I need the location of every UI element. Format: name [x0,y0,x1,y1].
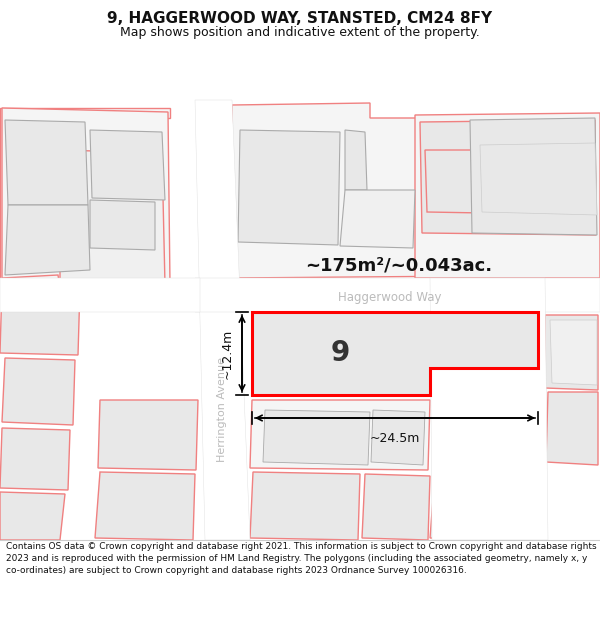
Polygon shape [5,205,90,275]
Polygon shape [345,130,367,190]
Text: Map shows position and indicative extent of the property.: Map shows position and indicative extent… [120,26,480,39]
Text: ~24.5m: ~24.5m [370,432,420,445]
Text: ~12.4m: ~12.4m [221,328,234,379]
Text: Herrington Avenue: Herrington Avenue [217,357,227,462]
Polygon shape [232,103,600,278]
Text: Haggerwood Way: Haggerwood Way [338,291,442,304]
Polygon shape [425,150,596,215]
Polygon shape [0,428,70,490]
Polygon shape [263,410,370,465]
Polygon shape [195,278,600,312]
Text: Contains OS data © Crown copyright and database right 2021. This information is : Contains OS data © Crown copyright and d… [6,542,596,575]
Text: 9, HAGGERWOOD WAY, STANSTED, CM24 8FY: 9, HAGGERWOOD WAY, STANSTED, CM24 8FY [107,11,493,26]
Polygon shape [438,410,540,465]
Polygon shape [430,472,545,540]
Polygon shape [95,472,195,540]
Polygon shape [430,278,548,540]
Polygon shape [0,285,80,355]
Polygon shape [0,278,200,312]
Polygon shape [362,474,430,540]
Polygon shape [0,492,65,540]
Polygon shape [60,150,165,287]
Polygon shape [238,130,340,245]
Polygon shape [433,400,545,470]
Polygon shape [546,392,598,465]
Text: ~175m²/~0.043ac.: ~175m²/~0.043ac. [305,256,492,274]
Polygon shape [371,410,425,465]
Polygon shape [2,358,75,425]
Polygon shape [550,320,597,385]
Polygon shape [470,118,597,235]
Polygon shape [195,100,250,540]
Polygon shape [415,113,600,278]
Polygon shape [480,143,597,215]
Polygon shape [250,400,430,470]
Polygon shape [98,400,198,470]
Polygon shape [252,312,538,395]
Polygon shape [340,190,415,248]
Polygon shape [420,120,596,235]
Polygon shape [545,315,598,390]
Text: 9: 9 [331,339,350,367]
Polygon shape [2,108,170,288]
Polygon shape [5,120,88,205]
Polygon shape [0,108,170,280]
Polygon shape [90,130,165,200]
Polygon shape [90,200,155,250]
Polygon shape [250,472,360,540]
